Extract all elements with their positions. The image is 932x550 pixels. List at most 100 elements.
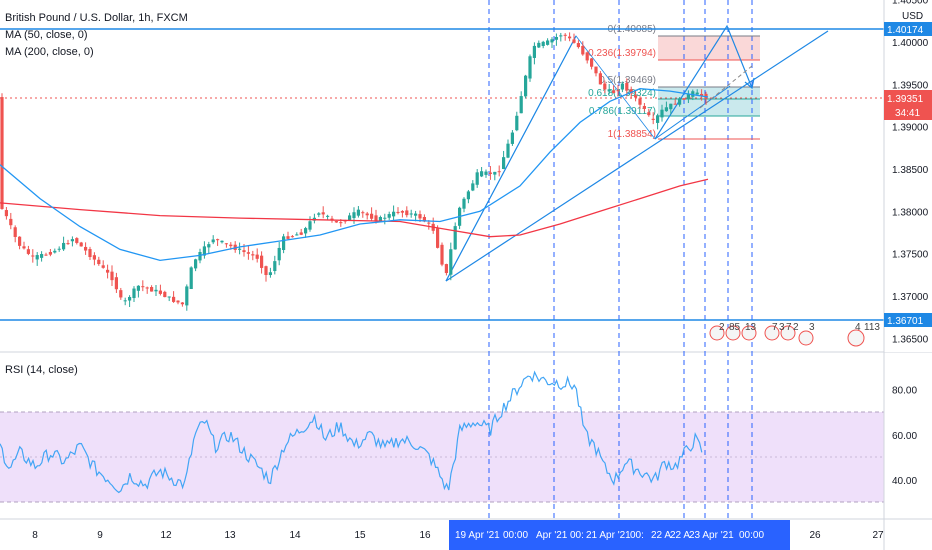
candle-body: [290, 236, 294, 238]
flag-icon[interactable]: [780, 325, 796, 341]
event-group-3[interactable]: 4 113: [847, 322, 880, 347]
flag-icon[interactable]: [741, 325, 757, 341]
candle-body: [607, 89, 611, 92]
candle-body: [330, 218, 334, 220]
candle-body: [656, 115, 660, 123]
candle-body: [277, 247, 281, 261]
ma50-line: [0, 87, 709, 262]
time-label: 8: [32, 530, 38, 541]
time-label-highlight: 23 Apr '21: [689, 530, 734, 541]
candle-body: [537, 42, 541, 48]
candle-body: [515, 115, 519, 131]
price-tick-label: 1.40000: [892, 38, 929, 49]
event-count: 7: [772, 322, 778, 333]
candle-body: [40, 254, 44, 258]
candle-body: [559, 35, 563, 37]
candle-body: [612, 90, 616, 93]
flag-icon[interactable]: [798, 330, 814, 346]
candle-body: [308, 221, 312, 230]
candle-body: [185, 286, 189, 306]
candle-body: [568, 36, 572, 39]
ma200-line: [0, 178, 709, 238]
flag-icon[interactable]: [709, 325, 725, 341]
rsi-tick-label: 60.00: [892, 431, 917, 442]
candle-body: [418, 214, 422, 219]
candle-body: [246, 252, 250, 254]
candle-body: [220, 240, 224, 243]
candle-body: [581, 45, 585, 55]
impulse-zigzag[interactable]: [445, 35, 656, 282]
event-group-2[interactable]: 7 3 7 2 3: [764, 322, 815, 346]
event-count: 7: [786, 322, 792, 333]
candle-body: [572, 39, 576, 43]
time-label: 15: [354, 530, 366, 541]
candle-body: [700, 93, 704, 96]
candle-body: [444, 264, 448, 274]
candle-body: [585, 52, 589, 61]
candle-body: [163, 291, 167, 298]
trend-line-main[interactable]: [445, 30, 829, 282]
fib-level-label: 0.786(1.39117): [589, 106, 656, 117]
candle-body: [211, 239, 215, 243]
event-count: 3: [779, 322, 785, 333]
candle-body: [216, 239, 220, 241]
ma50-legend[interactable]: MA (50, close, 0): [5, 29, 88, 41]
trend-line-inner[interactable]: [654, 85, 731, 140]
currency-label: USD: [902, 11, 923, 22]
flag-icon[interactable]: [847, 329, 865, 347]
countdown-value: 34:41: [895, 108, 920, 119]
ma200-legend[interactable]: MA (200, close, 0): [5, 46, 94, 58]
candle-body: [541, 41, 545, 46]
candle-body: [466, 191, 470, 200]
candle-body: [502, 157, 506, 169]
flag-icon[interactable]: [764, 325, 780, 341]
candle-body: [343, 220, 347, 222]
event-group-1[interactable]: 2 85 13: [709, 322, 757, 341]
candle-body: [70, 239, 74, 242]
candle-body: [35, 255, 39, 260]
time-label-highlight: 22 A: [651, 530, 671, 541]
time-label-highlight: 00:00: [739, 530, 764, 541]
candle-body: [686, 94, 690, 99]
candle-body: [304, 228, 308, 234]
time-label: 26: [809, 530, 821, 541]
candle-body: [4, 210, 8, 217]
time-label-highlight: 00:00: [503, 530, 528, 541]
candle-body: [224, 243, 228, 245]
candle-body: [84, 246, 88, 251]
candle-body: [62, 242, 66, 250]
candle-body: [123, 300, 127, 302]
candle-body: [532, 45, 536, 58]
flag-icon[interactable]: [725, 325, 741, 341]
price-tick-label: 1.39000: [892, 123, 929, 134]
candle-body: [365, 213, 369, 216]
price-axis[interactable]: [884, 0, 932, 352]
candles: [0, 32, 708, 311]
candle-body: [119, 290, 123, 298]
candle-body: [255, 254, 259, 259]
candle-body: [264, 266, 268, 276]
candle-body: [590, 58, 594, 67]
candle-body: [238, 248, 242, 250]
candle-body: [242, 250, 246, 253]
fib-level-label: 0.618(1.39324): [588, 88, 656, 99]
candle-body: [682, 98, 686, 100]
lower-level-badge: [884, 313, 932, 327]
candle-body: [295, 234, 299, 236]
candle-body: [106, 269, 110, 273]
candle-body: [370, 213, 374, 219]
candle-body: [660, 109, 664, 118]
rsi-tick-label: 80.00: [892, 386, 917, 397]
candle-body: [172, 296, 176, 302]
candle-body: [180, 302, 184, 305]
candle-body: [475, 172, 479, 185]
candle-body: [66, 243, 70, 245]
candle-body: [145, 287, 149, 289]
rsi-legend[interactable]: RSI (14, close): [5, 364, 78, 376]
candle-body: [136, 285, 140, 291]
candle-body: [563, 34, 567, 36]
price-tick-label: 1.39500: [892, 80, 929, 91]
price-axis-ticks: 1.40500 1.40000 1.39500 1.39000 1.38500 1.380…: [892, 0, 929, 345]
